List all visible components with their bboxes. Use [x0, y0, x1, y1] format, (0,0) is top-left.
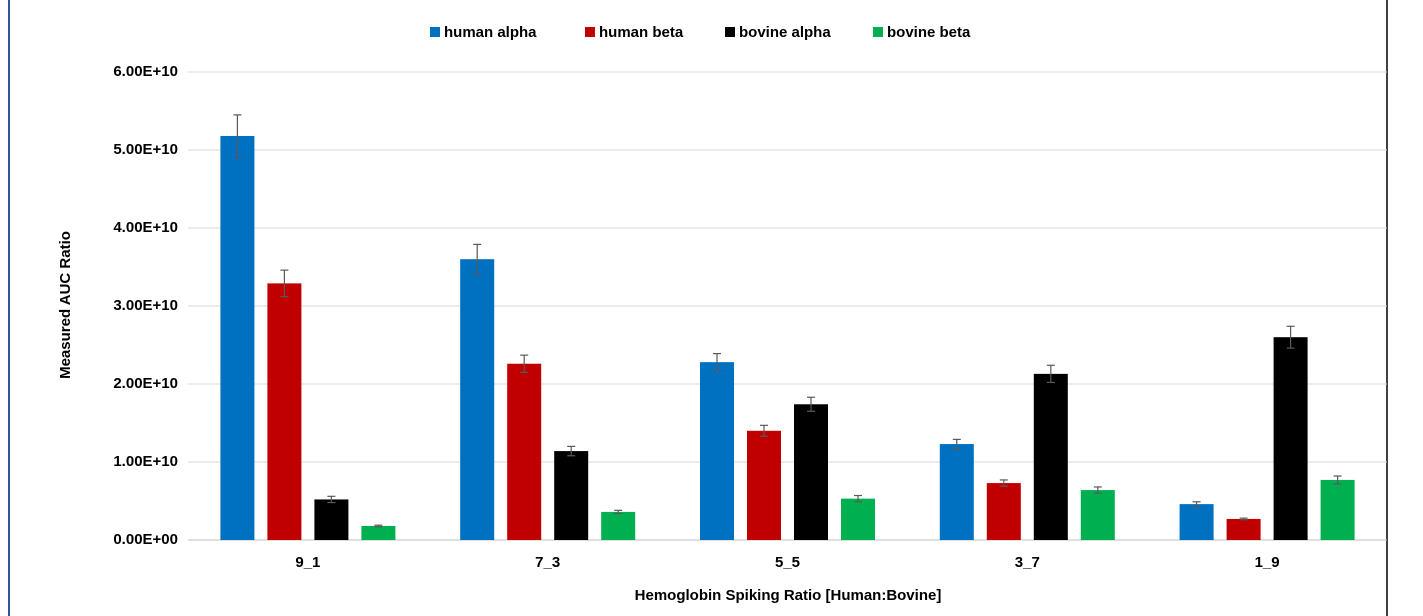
legend-swatch [585, 27, 595, 37]
legend-label: human beta [599, 24, 684, 41]
bar [554, 451, 589, 540]
bar [361, 525, 396, 540]
y-tick-label: 0.00E+00 [113, 531, 178, 548]
legend-swatch [725, 27, 735, 37]
bar [314, 499, 349, 540]
x-axis-title: Hemoglobin Spiking Ratio [Human:Bovine] [635, 587, 942, 604]
bar [1080, 490, 1115, 540]
bar [747, 430, 781, 540]
bar [939, 444, 974, 540]
y-tick-label: 4.00E+10 [113, 219, 178, 236]
bar [460, 259, 495, 540]
y-tick-label: 2.00E+10 [113, 375, 178, 392]
y-tick-label: 1.00E+10 [113, 453, 178, 470]
bar [267, 283, 302, 540]
bar [1179, 504, 1214, 540]
x-tick-label: 5_5 [775, 554, 800, 571]
bar [601, 511, 636, 540]
bar [986, 483, 1021, 540]
y-tick-label: 6.00E+10 [113, 63, 178, 80]
bar [1226, 518, 1261, 540]
bar [220, 135, 255, 540]
bar [1033, 373, 1068, 540]
legend-label: bovine beta [887, 24, 971, 41]
x-tick-label: 1_9 [1255, 554, 1280, 571]
legend-swatch [430, 27, 440, 37]
x-tick-label: 9_1 [295, 554, 320, 571]
bar [1273, 337, 1308, 540]
x-tick-label: 3_7 [1015, 554, 1040, 571]
x-tick-label: 7_3 [535, 554, 560, 571]
bar [1320, 479, 1355, 540]
bar [794, 404, 828, 540]
legend-swatch [873, 27, 883, 37]
y-tick-label: 5.00E+10 [113, 141, 178, 158]
y-tick-label: 3.00E+10 [113, 297, 178, 314]
legend-label: human alpha [444, 24, 537, 41]
bar [841, 498, 875, 540]
y-axis-title: Measured AUC Ratio [57, 231, 74, 379]
bar [507, 363, 542, 540]
bar [700, 362, 734, 540]
legend-label: bovine alpha [739, 24, 831, 41]
